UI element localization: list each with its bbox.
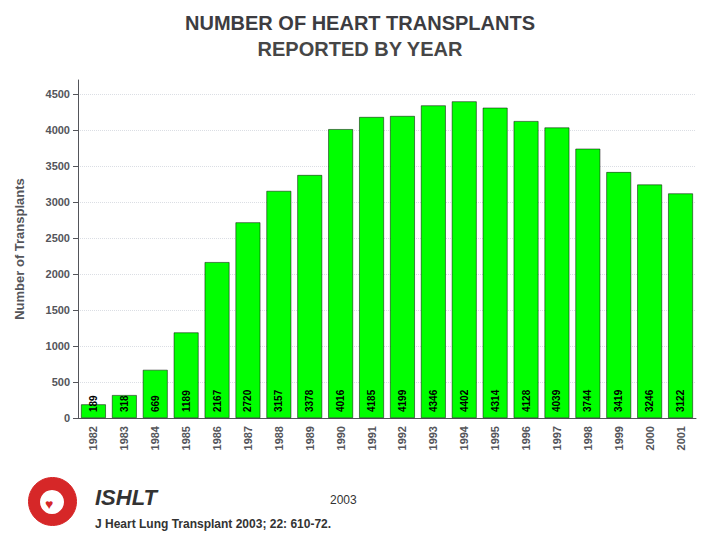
svg-text:2720: 2720 [242,389,253,412]
svg-text:2000: 2000 [644,426,656,450]
svg-text:4016: 4016 [335,389,346,412]
svg-text:500: 500 [52,376,70,388]
svg-text:0: 0 [64,412,70,424]
svg-text:1987: 1987 [242,426,254,450]
svg-text:4128: 4128 [521,389,532,412]
svg-text:3122: 3122 [675,389,686,412]
svg-text:4039: 4039 [551,389,562,412]
svg-text:318: 318 [119,395,130,412]
svg-text:1500: 1500 [46,304,70,316]
svg-text:ISHLT: ISHLT [95,485,158,510]
svg-text:1995: 1995 [489,426,501,450]
svg-text:2000: 2000 [46,268,70,280]
svg-text:♥: ♥ [45,496,53,512]
svg-text:2003: 2003 [330,493,357,507]
svg-text:4185: 4185 [366,389,377,412]
svg-text:1189: 1189 [181,390,192,412]
svg-text:1000: 1000 [46,340,70,352]
svg-text:4500: 4500 [46,88,70,100]
svg-text:1991: 1991 [366,426,378,450]
svg-text:3500: 3500 [46,160,70,172]
svg-text:2167: 2167 [212,389,223,412]
svg-text:1996: 1996 [520,426,532,450]
svg-text:3157: 3157 [273,389,284,412]
svg-text:3378: 3378 [304,389,315,412]
svg-text:4314: 4314 [490,389,501,412]
svg-text:REPORTED BY YEAR: REPORTED BY YEAR [258,38,463,60]
svg-text:1983: 1983 [118,426,130,450]
svg-text:1992: 1992 [396,426,408,450]
svg-text:4199: 4199 [397,389,408,412]
svg-text:1985: 1985 [180,426,192,450]
svg-text:669: 669 [150,395,161,412]
svg-text:1982: 1982 [87,426,99,450]
svg-text:1993: 1993 [427,426,439,450]
svg-text:1999: 1999 [613,426,625,450]
svg-text:1989: 1989 [304,426,316,450]
svg-text:J Heart Lung Transplant 2003;: J Heart Lung Transplant 2003; 22: 610-72… [95,517,331,531]
svg-text:1986: 1986 [211,426,223,450]
svg-text:189: 189 [88,395,99,412]
svg-text:1998: 1998 [582,426,594,450]
svg-text:1984: 1984 [149,425,161,450]
svg-text:1997: 1997 [551,426,563,450]
svg-text:1994: 1994 [458,425,470,450]
svg-text:1988: 1988 [273,426,285,450]
svg-text:3000: 3000 [46,196,70,208]
svg-text:2001: 2001 [675,426,687,450]
svg-text:NUMBER OF HEART TRANSPLANTS: NUMBER OF HEART TRANSPLANTS [185,12,535,34]
svg-text:3246: 3246 [644,389,655,412]
svg-text:Number of Transplants: Number of Transplants [12,178,27,320]
svg-text:1990: 1990 [335,426,347,450]
svg-text:4346: 4346 [428,389,439,412]
svg-text:4402: 4402 [459,389,470,412]
svg-text:3419: 3419 [613,389,624,412]
svg-text:3744: 3744 [582,389,593,412]
svg-text:2500: 2500 [46,232,70,244]
svg-text:4000: 4000 [46,124,70,136]
